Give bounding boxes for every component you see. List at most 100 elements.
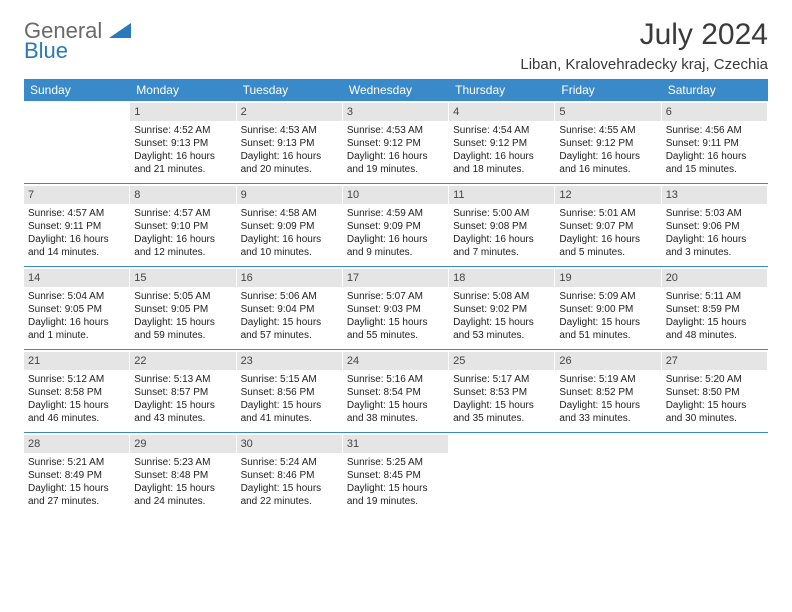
calendar-day-cell <box>662 433 768 515</box>
sunrise-text: Sunrise: 5:20 AM <box>666 373 763 386</box>
day-number: 16 <box>237 269 342 287</box>
calendar-day-cell: 8Sunrise: 4:57 AMSunset: 9:10 PMDaylight… <box>130 184 236 266</box>
calendar-day-cell: 16Sunrise: 5:06 AMSunset: 9:04 PMDayligh… <box>237 267 343 349</box>
calendar-day-cell: 11Sunrise: 5:00 AMSunset: 9:08 PMDayligh… <box>449 184 555 266</box>
sunset-text: Sunset: 8:52 PM <box>559 386 656 399</box>
sunset-text: Sunset: 9:12 PM <box>453 137 550 150</box>
sunset-text: Sunset: 8:56 PM <box>241 386 338 399</box>
sunset-text: Sunset: 9:09 PM <box>347 220 444 233</box>
calendar-body: 1Sunrise: 4:52 AMSunset: 9:13 PMDaylight… <box>24 101 768 515</box>
day-number: 25 <box>449 352 554 370</box>
title-block: July 2024 Liban, Kralovehradecky kraj, C… <box>520 18 768 73</box>
sunset-text: Sunset: 9:00 PM <box>559 303 656 316</box>
calendar: SundayMondayTuesdayWednesdayThursdayFrid… <box>24 79 768 515</box>
calendar-day-cell <box>449 433 555 515</box>
sunrise-text: Sunrise: 4:55 AM <box>559 124 656 137</box>
sunrise-text: Sunrise: 5:04 AM <box>28 290 125 303</box>
calendar-day-cell: 26Sunrise: 5:19 AMSunset: 8:52 PMDayligh… <box>555 350 661 432</box>
day-number: 31 <box>343 435 448 453</box>
calendar-day-cell: 3Sunrise: 4:53 AMSunset: 9:12 PMDaylight… <box>343 101 449 183</box>
calendar-day-cell: 25Sunrise: 5:17 AMSunset: 8:53 PMDayligh… <box>449 350 555 432</box>
daylight-text: Daylight: 16 hours and 5 minutes. <box>559 233 656 259</box>
weekday-header: Tuesday <box>237 79 343 101</box>
daylight-text: Daylight: 15 hours and 35 minutes. <box>453 399 550 425</box>
daylight-text: Daylight: 16 hours and 16 minutes. <box>559 150 656 176</box>
daylight-text: Daylight: 15 hours and 27 minutes. <box>28 482 125 508</box>
sunset-text: Sunset: 8:50 PM <box>666 386 763 399</box>
calendar-day-cell: 30Sunrise: 5:24 AMSunset: 8:46 PMDayligh… <box>237 433 343 515</box>
calendar-day-cell: 12 Sunrise: 5:01 AMSunset: 9:07 PMDayligh… <box>555 184 661 266</box>
day-number: 15 <box>130 269 235 287</box>
sunset-text: Sunset: 9:07 PM <box>559 220 656 233</box>
sunset-text: Sunset: 9:08 PM <box>453 220 550 233</box>
calendar-day-cell: 20Sunrise: 5:11 AMSunset: 8:59 PMDayligh… <box>662 267 768 349</box>
sunset-text: Sunset: 8:59 PM <box>666 303 763 316</box>
sunset-text: Sunset: 8:48 PM <box>134 469 231 482</box>
day-number: 24 <box>343 352 448 370</box>
day-number: 10 <box>343 186 448 204</box>
calendar-week-row: 1Sunrise: 4:52 AMSunset: 9:13 PMDaylight… <box>24 101 768 184</box>
calendar-day-cell: 15Sunrise: 5:05 AMSunset: 9:05 PMDayligh… <box>130 267 236 349</box>
calendar-day-cell: 28Sunrise: 5:21 AMSunset: 8:49 PMDayligh… <box>24 433 130 515</box>
sunrise-text: Sunrise: 5:17 AM <box>453 373 550 386</box>
daylight-text: Daylight: 15 hours and 41 minutes. <box>241 399 338 425</box>
sunrise-text: Sunrise: 5:06 AM <box>241 290 338 303</box>
day-number: 7 <box>24 186 129 204</box>
daylight-text: Daylight: 15 hours and 57 minutes. <box>241 316 338 342</box>
sunrise-text: Sunrise: 4:56 AM <box>666 124 763 137</box>
logo-text: General Blue <box>24 18 131 64</box>
sunset-text: Sunset: 9:12 PM <box>559 137 656 150</box>
page-header: General Blue July 2024 Liban, Kralovehra… <box>24 18 768 73</box>
day-number: 12 <box>555 186 660 204</box>
sunrise-text: Sunrise: 5:24 AM <box>241 456 338 469</box>
calendar-day-cell: 4Sunrise: 4:54 AMSunset: 9:12 PMDaylight… <box>449 101 555 183</box>
sunset-text: Sunset: 9:05 PM <box>134 303 231 316</box>
sunset-text: Sunset: 9:06 PM <box>666 220 763 233</box>
sunrise-text: Sunrise: 4:57 AM <box>134 207 231 220</box>
sunrise-text: Sunrise: 4:53 AM <box>241 124 338 137</box>
sunrise-text: Sunrise: 4:53 AM <box>347 124 444 137</box>
sunrise-text: Sunrise: 5:05 AM <box>134 290 231 303</box>
weekday-header-row: SundayMondayTuesdayWednesdayThursdayFrid… <box>24 79 768 101</box>
sunrise-text: Sunrise: 5:25 AM <box>347 456 444 469</box>
daylight-text: Daylight: 15 hours and 48 minutes. <box>666 316 763 342</box>
sunset-text: Sunset: 8:45 PM <box>347 469 444 482</box>
calendar-day-cell: 7Sunrise: 4:57 AMSunset: 9:11 PMDaylight… <box>24 184 130 266</box>
location-subtitle: Liban, Kralovehradecky kraj, Czechia <box>520 56 768 73</box>
sunrise-text: Sunrise: 5:09 AM <box>559 290 656 303</box>
calendar-day-cell: 6Sunrise: 4:56 AMSunset: 9:11 PMDaylight… <box>662 101 768 183</box>
daylight-text: Daylight: 16 hours and 3 minutes. <box>666 233 763 259</box>
sunset-text: Sunset: 8:46 PM <box>241 469 338 482</box>
sunset-text: Sunset: 9:09 PM <box>241 220 338 233</box>
calendar-day-cell: 10Sunrise: 4:59 AMSunset: 9:09 PMDayligh… <box>343 184 449 266</box>
sunrise-text: Sunrise: 5:13 AM <box>134 373 231 386</box>
sunrise-text: Sunrise: 5:01 AM <box>559 207 656 220</box>
day-number: 27 <box>662 352 767 370</box>
day-number: 11 <box>449 186 554 204</box>
day-number: 3 <box>343 103 448 121</box>
logo-triangle-icon <box>109 22 131 43</box>
calendar-week-row: 21Sunrise: 5:12 AMSunset: 8:58 PMDayligh… <box>24 350 768 433</box>
calendar-week-row: 7 Sunrise: 4:57 AM Sunset: 9:11 PM Daylight… <box>24 184 768 267</box>
calendar-day-cell: 18Sunrise: 5:08 AMSunset: 9:02 PMDayligh… <box>449 267 555 349</box>
sunset-text: Sunset: 9:13 PM <box>134 137 231 150</box>
sunset-text: Sunset: 9:11 PM <box>28 220 125 233</box>
sunset-text: Sunset: 9:05 PM <box>28 303 125 316</box>
sunset-text: Sunset: 9:11 PM <box>666 137 763 150</box>
calendar-day-cell: 31 Sunrise: 5:25 AMSunset: 8:45 PMDayligh… <box>343 433 449 515</box>
sunset-text: Sunset: 9:13 PM <box>241 137 338 150</box>
sunrise-text: Sunrise: 5:08 AM <box>453 290 550 303</box>
daylight-text: Daylight: 16 hours and 15 minutes. <box>666 150 763 176</box>
day-number: 1 <box>130 103 235 121</box>
calendar-day-cell <box>555 433 661 515</box>
daylight-text: Daylight: 16 hours and 10 minutes. <box>241 233 338 259</box>
sunrise-text: Sunrise: 5:23 AM <box>134 456 231 469</box>
daylight-text: Daylight: 15 hours and 19 minutes. <box>347 482 444 508</box>
calendar-day-cell: 22Sunrise: 5:13 AMSunset: 8:57 PMDayligh… <box>130 350 236 432</box>
daylight-text: Daylight: 16 hours and 1 minute. <box>28 316 125 342</box>
calendar-day-cell: 24Sunrise: 5:16 AMSunset: 8:54 PMDayligh… <box>343 350 449 432</box>
sunrise-text: Sunrise: 4:52 AM <box>134 124 231 137</box>
day-number: 4 <box>449 103 554 121</box>
day-number: 8 <box>130 186 235 204</box>
calendar-day-cell: 29Sunrise: 5:23 AMSunset: 8:48 PMDayligh… <box>130 433 236 515</box>
